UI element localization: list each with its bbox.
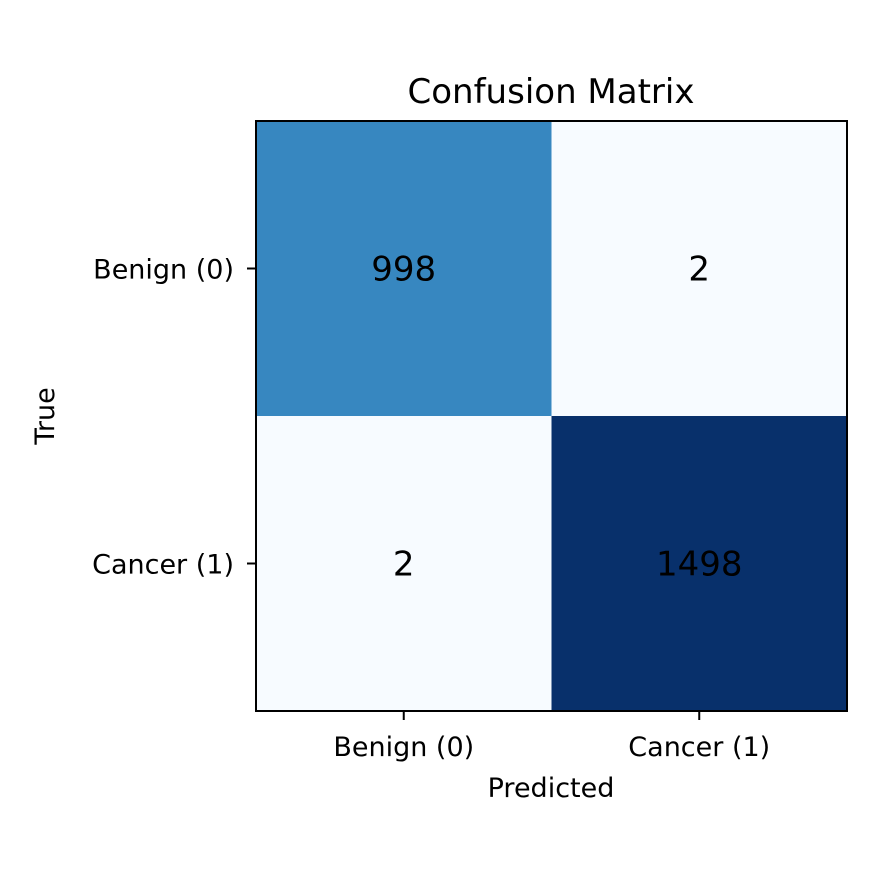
cell-value-label: 2	[393, 545, 415, 585]
heatmap-cell-labels: 998 2 2 1498	[371, 250, 742, 585]
y-axis-ticks: Benign (0) Cancer (1)	[92, 255, 256, 581]
heatmap-cells	[256, 121, 847, 711]
x-axis-label: Predicted	[488, 773, 615, 804]
axes-frame	[255, 120, 848, 712]
y-axis-label: True	[30, 387, 61, 445]
heatmap-cell	[256, 121, 552, 416]
y-tick-label: Cancer (1)	[92, 550, 234, 581]
y-tick-label: Benign (0)	[93, 255, 234, 286]
heatmap-cell	[551, 416, 847, 711]
cell-value-label: 2	[688, 250, 710, 290]
cell-value-label: 1498	[656, 545, 743, 585]
cell-value-label: 998	[371, 250, 436, 290]
heatmap-cell	[256, 416, 552, 711]
heatmap-cell	[551, 121, 847, 416]
x-tick-label: Cancer (1)	[628, 732, 770, 763]
chart-title: Confusion Matrix	[408, 72, 695, 112]
x-tick-label: Benign (0)	[333, 732, 474, 763]
x-axis-ticks: Benign (0) Cancer (1)	[333, 711, 770, 763]
